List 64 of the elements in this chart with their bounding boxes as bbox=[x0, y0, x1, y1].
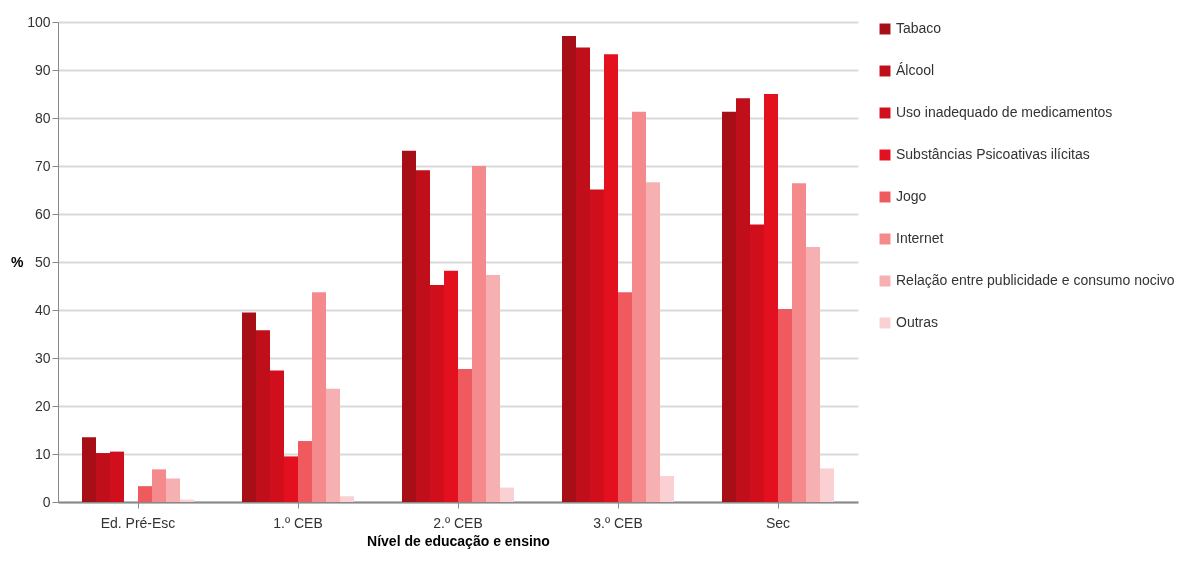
bar bbox=[96, 453, 110, 502]
bar bbox=[458, 369, 472, 502]
y-tick-label: 50 bbox=[34, 253, 51, 270]
x-tick-label: 3.º CEB bbox=[593, 514, 643, 531]
bar bbox=[444, 270, 458, 502]
bar bbox=[402, 150, 416, 502]
bar bbox=[340, 496, 354, 502]
bar bbox=[284, 456, 298, 502]
bar bbox=[806, 247, 820, 502]
bar bbox=[152, 469, 166, 502]
x-tick-label: Ed. Pré-Esc bbox=[100, 514, 176, 531]
y-tick-label: 100 bbox=[27, 13, 51, 30]
bar bbox=[500, 487, 514, 502]
bar bbox=[110, 451, 124, 502]
bar bbox=[312, 292, 326, 502]
y-axis-title: % bbox=[11, 253, 25, 270]
y-tick-label: 80 bbox=[34, 109, 51, 126]
bar bbox=[82, 437, 96, 502]
bar bbox=[736, 98, 750, 502]
bar bbox=[416, 170, 430, 502]
bar bbox=[576, 47, 590, 502]
x-tick-label: 1.º CEB bbox=[273, 514, 323, 531]
bar bbox=[562, 35, 576, 502]
bar bbox=[486, 274, 500, 502]
legend-label: Tabaco bbox=[896, 20, 942, 36]
y-tick-label: 90 bbox=[34, 61, 51, 78]
bar bbox=[764, 94, 778, 502]
legend-label: Outras bbox=[896, 314, 939, 330]
bar bbox=[792, 183, 806, 502]
y-tick-label: 30 bbox=[34, 349, 51, 366]
bar bbox=[242, 312, 256, 502]
bar bbox=[820, 468, 834, 502]
bar bbox=[632, 111, 646, 502]
legend-label: Jogo bbox=[896, 188, 927, 204]
x-tick-label: 2.º CEB bbox=[433, 514, 483, 531]
bar bbox=[256, 330, 270, 502]
bar bbox=[660, 476, 674, 502]
bar bbox=[722, 111, 736, 502]
bar bbox=[166, 478, 180, 502]
legend-label: Substâncias Psicoativas ilícitas bbox=[896, 146, 1090, 162]
y-tick-label: 60 bbox=[34, 205, 51, 222]
bar bbox=[472, 166, 486, 502]
y-tick-label: 70 bbox=[34, 157, 51, 174]
bar bbox=[430, 285, 444, 502]
legend-label: Relação entre publicidade e consumo nocivo bbox=[896, 272, 1175, 288]
y-tick-label: 20 bbox=[34, 397, 51, 414]
bar bbox=[778, 309, 792, 502]
bar bbox=[750, 224, 764, 502]
x-axis-title: Nível de educação e ensino bbox=[367, 532, 550, 549]
bar bbox=[618, 292, 632, 502]
bar bbox=[604, 54, 618, 502]
y-tick-label: 10 bbox=[34, 445, 51, 462]
bar bbox=[270, 370, 284, 502]
bar bbox=[590, 189, 604, 502]
y-tick-label: 40 bbox=[34, 301, 51, 318]
legend-label: Internet bbox=[896, 230, 944, 246]
bar bbox=[326, 388, 340, 502]
legend-label: Uso inadequado de medicamentos bbox=[896, 104, 1113, 120]
bar bbox=[298, 441, 312, 502]
legend-label: Álcool bbox=[896, 62, 935, 78]
y-tick-label: 0 bbox=[42, 493, 51, 510]
bar bbox=[138, 486, 152, 502]
bar bbox=[646, 182, 660, 502]
x-tick-label: Sec bbox=[765, 514, 791, 531]
